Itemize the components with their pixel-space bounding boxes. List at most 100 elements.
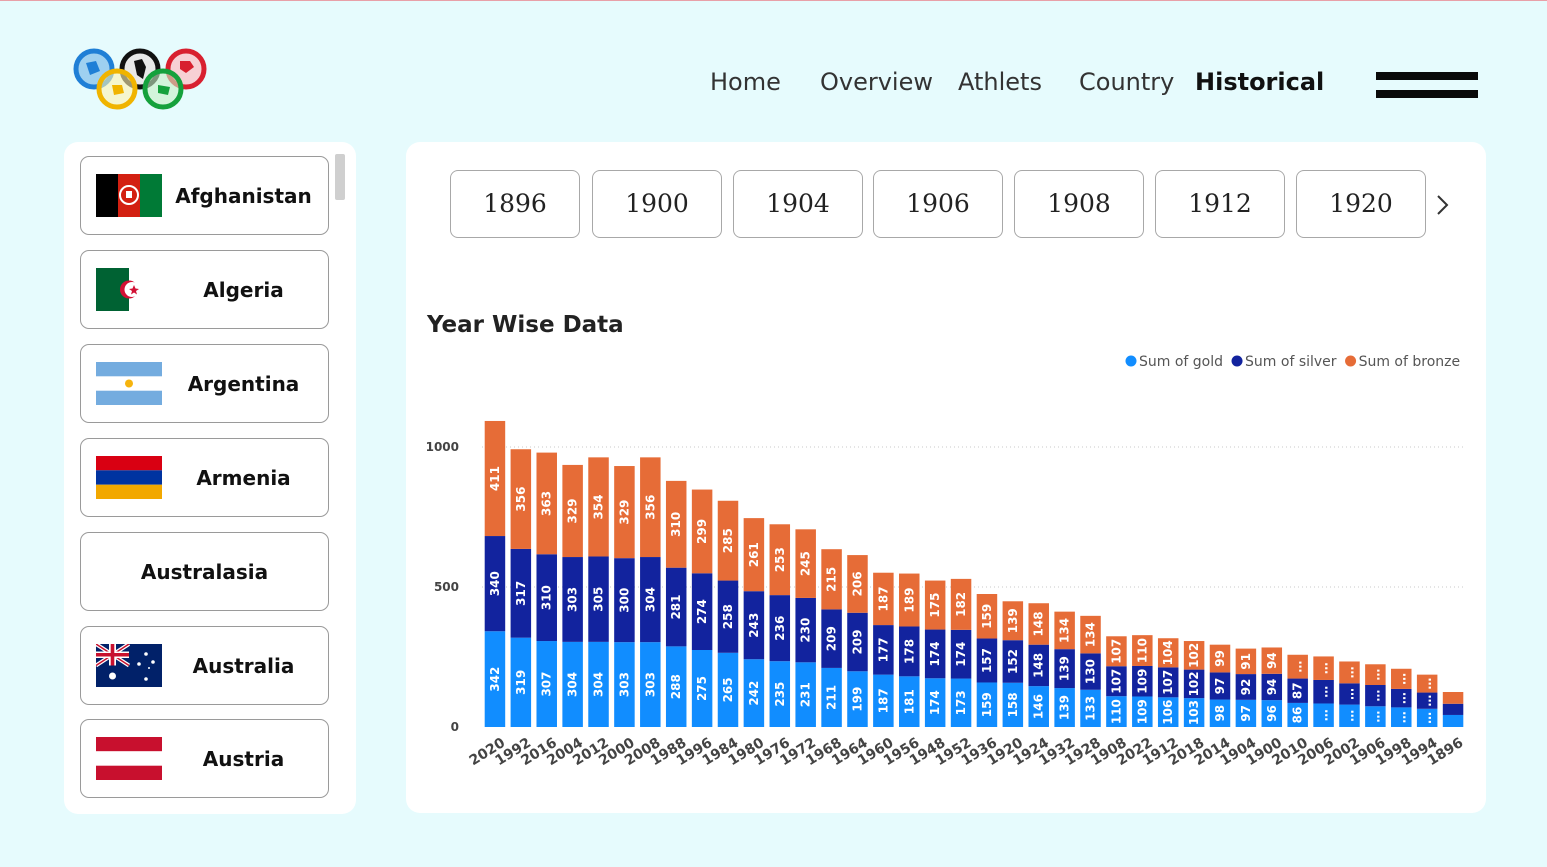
- bar-data-label: …: [1420, 678, 1434, 690]
- bar-data-label: 174: [928, 641, 942, 666]
- bar-data-label: 199: [850, 687, 864, 712]
- bar-data-label: …: [1368, 669, 1382, 681]
- bar-data-label: 363: [540, 491, 554, 516]
- country-name: Argentina: [187, 372, 300, 396]
- bar-segment: [1313, 679, 1334, 704]
- bar-data-label: 356: [643, 495, 657, 520]
- bar-segment: [614, 558, 635, 643]
- bar-data-label: 148: [1032, 611, 1046, 636]
- bar-data-label: 182: [954, 592, 968, 617]
- bar-data-label: 303: [566, 587, 580, 612]
- bar-segment: [1002, 640, 1024, 683]
- bar-data-label: 94: [1265, 652, 1279, 669]
- country-name: Armenia: [196, 466, 291, 490]
- country-card-australia[interactable]: Australia: [80, 626, 329, 705]
- legend-marker: [1125, 355, 1137, 367]
- y-tick-label: 500: [434, 580, 459, 594]
- bar-data-label: …: [1342, 710, 1356, 722]
- bar-segment: [717, 500, 739, 581]
- bar-segment: [1106, 696, 1127, 727]
- bar-data-label: 304: [566, 672, 580, 697]
- year-button-1906[interactable]: 1906: [873, 170, 1003, 238]
- bar-segment: [1235, 674, 1257, 700]
- chevron-right-icon[interactable]: [1430, 188, 1456, 222]
- bar-data-label: 159: [980, 604, 994, 629]
- country-list-scrollbar[interactable]: [335, 154, 345, 200]
- bar-segment: [1391, 668, 1412, 689]
- bar-data-label: …: [1342, 688, 1356, 700]
- country-card-australasia[interactable]: Australasia: [80, 532, 329, 611]
- bar-data-label: …: [1317, 662, 1331, 674]
- olympic-rings-logo[interactable]: [72, 47, 208, 113]
- bar-segment: [588, 457, 609, 557]
- bar-segment: [717, 580, 739, 653]
- bar-data-label: 354: [592, 494, 606, 519]
- bar-data-label: …: [1342, 666, 1356, 678]
- bar-data-label: 96: [1265, 705, 1279, 722]
- bar-data-label: 174: [954, 642, 968, 667]
- country-card-afghanistan[interactable]: Afghanistan: [80, 156, 329, 235]
- bar-segment: [1080, 653, 1101, 690]
- bar-segment: [1054, 611, 1075, 650]
- bar-data-label: …: [1317, 709, 1331, 721]
- bar-data-label: 134: [1084, 622, 1098, 647]
- bar-segment: [614, 466, 635, 559]
- bar-data-label: 310: [540, 585, 554, 610]
- bar-segment: [1054, 649, 1075, 689]
- country-card-algeria[interactable]: Algeria: [80, 250, 329, 329]
- bar-data-label: 253: [773, 547, 787, 572]
- year-button-1908[interactable]: 1908: [1014, 170, 1144, 238]
- bar-segment: [821, 549, 842, 610]
- year-button-1904[interactable]: 1904: [733, 170, 863, 238]
- nav-historical[interactable]: Historical: [1195, 68, 1325, 96]
- year-button-1920[interactable]: 1920: [1296, 170, 1426, 238]
- nav-overview[interactable]: Overview: [820, 68, 933, 96]
- bar-segment: [1365, 685, 1386, 707]
- bar-segment: [1339, 683, 1360, 705]
- bar-segment: [1028, 603, 1049, 645]
- bar-data-label: 299: [695, 519, 709, 544]
- bar-data-label: 305: [592, 587, 606, 612]
- year-button-1900[interactable]: 1900: [592, 170, 722, 238]
- bar-segment: [1287, 678, 1308, 703]
- year-button-1912[interactable]: 1912: [1155, 170, 1285, 238]
- year-button-1896[interactable]: 1896: [450, 170, 580, 238]
- bar-data-label: 133: [1084, 696, 1098, 721]
- bar-segment: [1183, 641, 1205, 670]
- bar-data-label: 310: [669, 512, 683, 537]
- bar-data-label: 94: [1265, 679, 1279, 696]
- bar-data-label: …: [1420, 712, 1434, 724]
- bar-segment: [950, 629, 972, 679]
- bar-data-label: 99: [1213, 650, 1227, 667]
- bar-segment: [536, 554, 557, 642]
- bar-data-label: 342: [488, 667, 502, 692]
- country-card-argentina[interactable]: Argentina: [80, 344, 329, 423]
- bar-segment: [1157, 667, 1179, 698]
- bar-data-label: …: [1368, 690, 1382, 702]
- bar-segment: [873, 572, 894, 626]
- australia-flag-icon: [96, 644, 162, 687]
- nav-athlets[interactable]: Athlets: [958, 68, 1042, 96]
- bar-segment: [769, 595, 791, 662]
- bar-data-label: 236: [773, 616, 787, 641]
- bar-segment: [1442, 692, 1464, 704]
- bar-data-label: 110: [1135, 638, 1149, 663]
- bar-data-label: 139: [1058, 656, 1072, 681]
- country-name: Austria: [202, 747, 285, 771]
- country-card-armenia[interactable]: Armenia: [80, 438, 329, 517]
- nav-country[interactable]: Country: [1079, 68, 1175, 96]
- bar-data-label: 281: [669, 594, 683, 619]
- bar-segment: [1442, 714, 1464, 727]
- bar-segment: [1157, 697, 1179, 727]
- bar-segment: [1054, 688, 1075, 727]
- austria-flag-icon: [96, 737, 162, 780]
- bar-segment: [795, 529, 816, 598]
- hamburger-menu-icon[interactable]: [1376, 72, 1478, 102]
- legend-marker: [1231, 355, 1243, 367]
- country-card-austria[interactable]: Austria: [80, 719, 329, 798]
- bar-segment: [821, 609, 842, 668]
- bar-segment: [1080, 615, 1101, 654]
- nav-home[interactable]: Home: [710, 68, 781, 96]
- bar-segment: [1028, 644, 1049, 687]
- bar-data-label: 97: [1213, 678, 1227, 695]
